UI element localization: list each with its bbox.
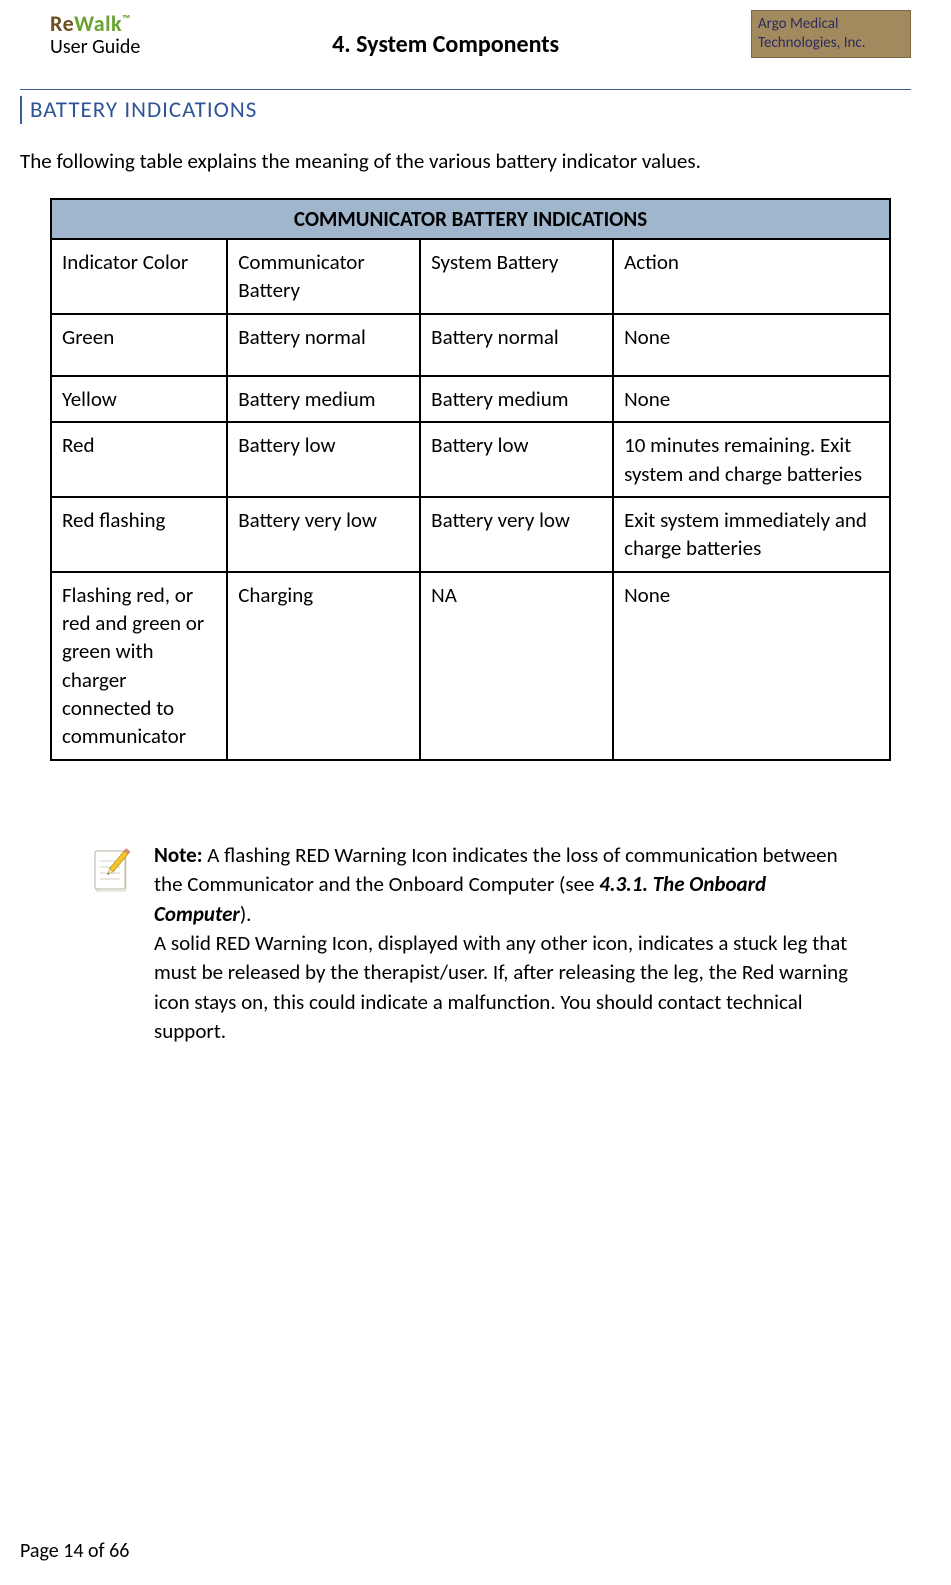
th-action: Action <box>613 239 890 314</box>
table-row: Yellow Battery medium Battery medium Non… <box>51 376 890 422</box>
cell-action: None <box>613 314 890 376</box>
note-label: Note: <box>154 842 203 868</box>
table-header-row: Indicator Color Communicator Battery Sys… <box>51 239 890 314</box>
cell-indicator: Flashing red, or red and green or green … <box>51 572 227 760</box>
cell-sys-batt: NA <box>420 572 613 760</box>
table-row: Red flashing Battery very low Battery ve… <box>51 497 890 572</box>
table-banner: COMMUNICATOR BATTERY INDICATIONS <box>51 199 890 239</box>
cell-indicator: Yellow <box>51 376 227 422</box>
th-system-battery: System Battery <box>420 239 613 314</box>
page-footer: Page 14 of 66 <box>20 1539 129 1563</box>
section-heading-wrap: BATTERY INDICATIONS <box>20 96 911 124</box>
cell-sys-batt: Battery low <box>420 422 613 497</box>
th-indicator-color: Indicator Color <box>51 239 227 314</box>
cell-indicator: Green <box>51 314 227 376</box>
table-row: Red Battery low Battery low 10 minutes r… <box>51 422 890 497</box>
cell-action: None <box>613 376 890 422</box>
cell-action: None <box>613 572 890 760</box>
logo-block: ReWalk™ User Guide <box>20 10 140 59</box>
cell-comm-batt: Battery medium <box>227 376 420 422</box>
notepad-icon <box>90 845 136 902</box>
cell-indicator: Red <box>51 422 227 497</box>
chapter-title: 4. System Components <box>140 10 751 59</box>
cell-comm-batt: Battery low <box>227 422 420 497</box>
note-para2: A solid RED Warning Icon, displayed with… <box>154 930 848 1044</box>
battery-table-wrap: COMMUNICATOR BATTERY INDICATIONS Indicat… <box>20 198 911 761</box>
logo-tm-text: ™ <box>122 13 130 26</box>
cell-sys-batt: Battery medium <box>420 376 613 422</box>
section-divider <box>20 89 911 90</box>
company-line1: Argo Medical <box>758 15 904 34</box>
logo-re-text: Re <box>50 10 74 37</box>
note-line1b: ). <box>240 901 252 927</box>
th-communicator-battery: Communicator Battery <box>227 239 420 314</box>
cell-comm-batt: Charging <box>227 572 420 760</box>
company-line2: Technologies, Inc. <box>758 34 904 53</box>
section-heading: BATTERY INDICATIONS <box>30 96 911 124</box>
cell-indicator: Red flashing <box>51 497 227 572</box>
table-banner-row: COMMUNICATOR BATTERY INDICATIONS <box>51 199 890 239</box>
note-text: Note: A flashing RED Warning Icon indica… <box>154 841 851 1047</box>
battery-indications-table: COMMUNICATOR BATTERY INDICATIONS Indicat… <box>50 198 891 761</box>
intro-paragraph: The following table explains the meaning… <box>20 148 911 174</box>
cell-comm-batt: Battery normal <box>227 314 420 376</box>
user-guide-label: User Guide <box>50 35 140 59</box>
cell-action: 10 minutes remaining. Exit system and ch… <box>613 422 890 497</box>
table-row: Flashing red, or red and green or green … <box>51 572 890 760</box>
product-logo: ReWalk™ <box>50 10 131 37</box>
cell-sys-batt: Battery very low <box>420 497 613 572</box>
cell-comm-batt: Battery very low <box>227 497 420 572</box>
cell-sys-batt: Battery normal <box>420 314 613 376</box>
page-header: ReWalk™ User Guide 4. System Components … <box>20 10 911 59</box>
note-block: Note: A flashing RED Warning Icon indica… <box>90 841 851 1047</box>
company-badge: Argo Medical Technologies, Inc. <box>751 10 911 58</box>
cell-action: Exit system immediately and charge batte… <box>613 497 890 572</box>
logo-walk-text: Walk <box>74 10 122 37</box>
table-row: Green Battery normal Battery normal None <box>51 314 890 376</box>
